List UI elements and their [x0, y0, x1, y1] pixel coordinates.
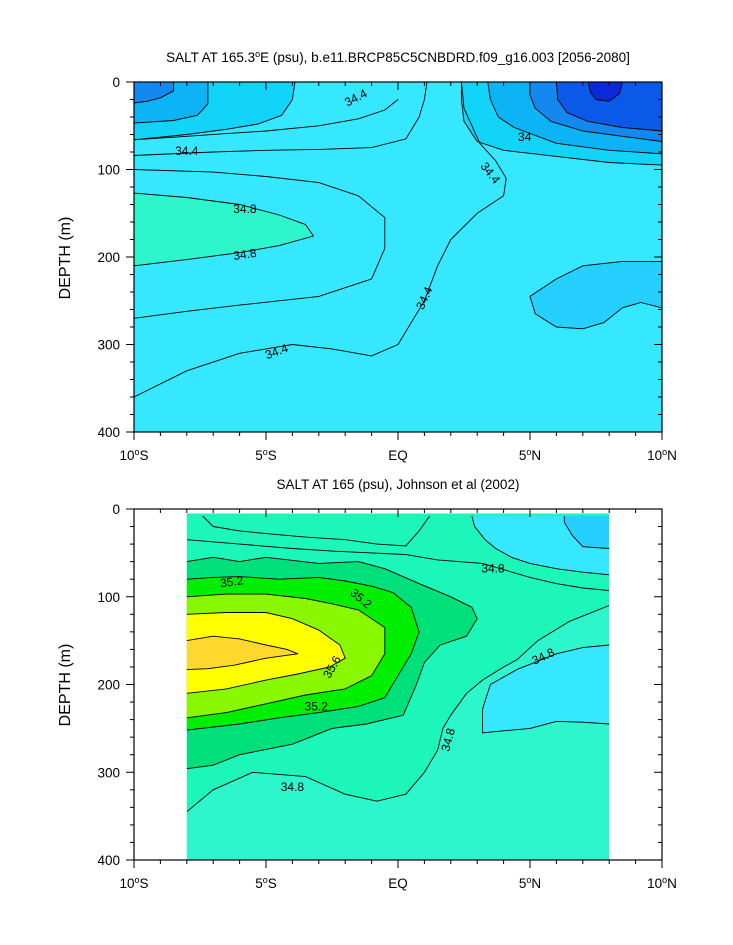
- contour-line: [471, 515, 610, 576]
- y-tick-label: 400: [97, 853, 120, 868]
- x-tick-label: EQ: [388, 448, 408, 463]
- contour-line: [134, 82, 209, 124]
- x-tick-label: 5oS: [255, 447, 277, 463]
- contour-line: [186, 635, 299, 671]
- salinity-band-fill: [530, 261, 662, 329]
- contour-line: [482, 644, 610, 734]
- x-tick-label: 5oN: [519, 447, 541, 463]
- x-tick-label: 10oS: [119, 447, 148, 463]
- contour-label-text: 34.4: [175, 144, 199, 158]
- salinity-band-fill: [482, 645, 610, 733]
- contour-label: 34.8: [233, 202, 257, 216]
- y-tick-label: 200: [97, 250, 120, 265]
- contour-line: [186, 593, 386, 719]
- contour-line: [587, 82, 623, 102]
- contour-line: [134, 169, 386, 319]
- contour-line: [487, 82, 662, 155]
- contour-line: [563, 516, 610, 549]
- y-tick-label: 300: [97, 765, 120, 780]
- contour-line: [460, 82, 662, 166]
- contour-line: [202, 515, 431, 547]
- contour-line: [134, 82, 296, 141]
- y-tick-label: 0: [112, 502, 120, 517]
- contour-line: [529, 82, 662, 142]
- contour-label: 34: [518, 130, 532, 144]
- contour-line: [555, 82, 662, 132]
- salinity-band-fill: [134, 193, 314, 266]
- contour-label: 34.8: [232, 246, 257, 263]
- y-tick-label: 0: [112, 75, 120, 90]
- contour-line: [186, 556, 478, 770]
- contour-line: [134, 192, 314, 267]
- contour-label-text: 34.8: [233, 202, 257, 216]
- contour-label-text: 34.8: [232, 246, 257, 263]
- contour-label-text: 35.2: [219, 573, 244, 590]
- x-tick-label: 5oN: [519, 875, 541, 891]
- contour-line: [529, 260, 662, 330]
- contour-line: [186, 605, 610, 813]
- contour-label: 34.8: [438, 726, 458, 752]
- contour-line: [134, 138, 407, 156]
- x-tick-label: 5oS: [255, 875, 277, 891]
- y-tick-label: 100: [97, 590, 120, 605]
- contour-label-text: 34.8: [438, 726, 458, 752]
- contour-line: [134, 82, 507, 398]
- contour-label: 34.8: [281, 780, 305, 794]
- salinity-band-fill: [564, 516, 610, 549]
- contour-label: 35.2: [219, 573, 244, 590]
- contour-label: 35.2: [305, 699, 329, 713]
- salinity-band-fill: [588, 82, 623, 102]
- contour-label-text: 35.2: [305, 699, 329, 713]
- contour-label: 34.8: [481, 562, 505, 576]
- x-tick-label: 10oS: [119, 875, 148, 891]
- model-panel-title: SALT AT 165.3oE (psu), b.e11.BRCP85C5CNB…: [166, 49, 630, 65]
- contour-line: [186, 576, 420, 731]
- y-tick-label: 100: [97, 163, 120, 178]
- contour-label-text: 34.8: [481, 562, 505, 576]
- observed-y-axis-label: DEPTH (m): [57, 644, 74, 727]
- salinity-band-fill: [186, 636, 298, 670]
- contour-line: [405, 82, 428, 140]
- salinity-band-fill: [134, 82, 174, 103]
- observed-panel-title: SALT AT 165 (psu), Johnson et al (2002): [277, 477, 520, 492]
- y-tick-label: 400: [97, 425, 120, 440]
- x-tick-label: 10oN: [647, 447, 677, 463]
- contour-line: [186, 612, 346, 694]
- contour-label: 34.4: [175, 144, 199, 158]
- y-tick-label: 300: [97, 338, 120, 353]
- salinity-band-fill: [186, 516, 610, 860]
- observed-salinity-panel: SALT AT 165 (psu), Johnson et al (2002) …: [57, 477, 677, 891]
- contour-line: [134, 99, 399, 141]
- contour-field: [186, 513, 610, 860]
- contour-line: [186, 539, 610, 592]
- x-tick-label: 10oN: [647, 875, 677, 891]
- model-salinity-panel: SALT AT 165.3oE (psu), b.e11.BRCP85C5CNB…: [57, 49, 677, 463]
- contour-label-text: 34: [518, 130, 532, 144]
- contour-field: [134, 82, 662, 432]
- contour-line: [134, 82, 175, 104]
- x-tick-label: EQ: [388, 876, 408, 891]
- contour-label-text: 34.8: [281, 780, 305, 794]
- model-y-axis-label: DEPTH (m): [57, 217, 74, 300]
- y-tick-label: 200: [97, 678, 120, 693]
